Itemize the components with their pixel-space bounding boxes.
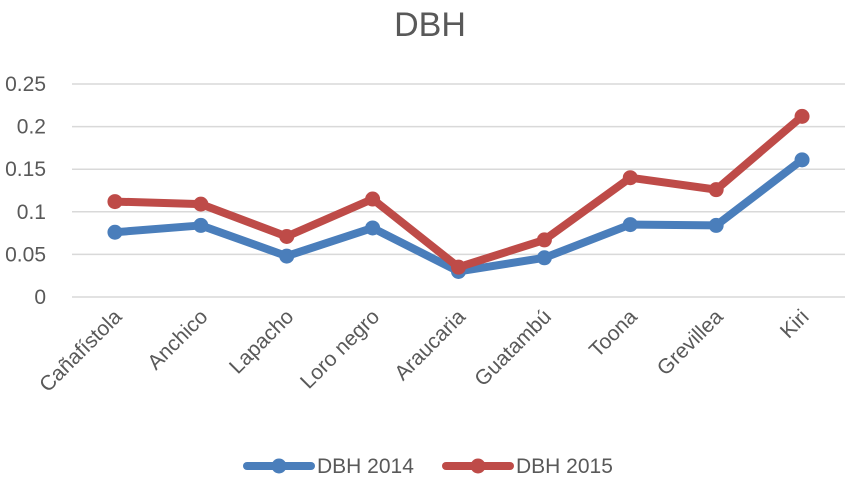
x-tick-label: Lapacho (225, 305, 298, 378)
y-axis-ticks: 0 0.05 0.1 0.15 0.2 0.25 (5, 73, 46, 309)
data-point (279, 229, 295, 245)
data-point (536, 232, 552, 248)
data-point (193, 217, 209, 233)
data-point (622, 170, 638, 186)
data-point (193, 196, 209, 212)
x-tick-label: Grevillea (653, 305, 728, 380)
data-point (794, 108, 810, 124)
data-point (794, 152, 810, 168)
x-tick-label: Guatambú (470, 305, 556, 391)
x-tick-label: Toona (585, 305, 642, 362)
y-tick-label: 0.1 (17, 201, 46, 224)
legend: DBH 2014 DBH 2015 (243, 455, 613, 478)
data-point (451, 259, 466, 275)
y-tick-label: 0.25 (5, 73, 46, 96)
data-point (536, 250, 552, 266)
y-tick-label: 0.2 (17, 116, 46, 139)
data-point (279, 248, 295, 264)
data-point (708, 217, 724, 233)
series-line (110, 112, 807, 272)
data-point (107, 224, 123, 240)
legend-item: DBH 2014 (243, 455, 414, 478)
data-point (365, 191, 381, 207)
x-tick-label: Anchico (143, 305, 212, 374)
data-point (622, 217, 638, 233)
x-tick-label: Kiri (776, 305, 814, 343)
legend-label: DBH 2014 (317, 455, 414, 478)
chart-title: DBH (394, 6, 466, 44)
x-tick-label: Loro negro (296, 305, 384, 393)
data-point (708, 182, 724, 198)
legend-marker (470, 458, 486, 474)
x-tick-label: Cañafístola (35, 305, 127, 397)
series-lines (107, 108, 810, 279)
y-tick-label: 0.05 (5, 243, 46, 266)
legend-marker (271, 458, 287, 474)
y-tick-label: 0 (34, 286, 46, 309)
data-point (107, 194, 123, 210)
series-2 (107, 108, 810, 275)
x-tick-label: Araucaria (390, 305, 470, 385)
data-point (365, 220, 381, 236)
y-tick-label: 0.15 (5, 158, 46, 181)
legend-item: DBH 2015 (442, 455, 613, 478)
gridlines (72, 83, 845, 298)
legend-label: DBH 2015 (516, 455, 613, 478)
